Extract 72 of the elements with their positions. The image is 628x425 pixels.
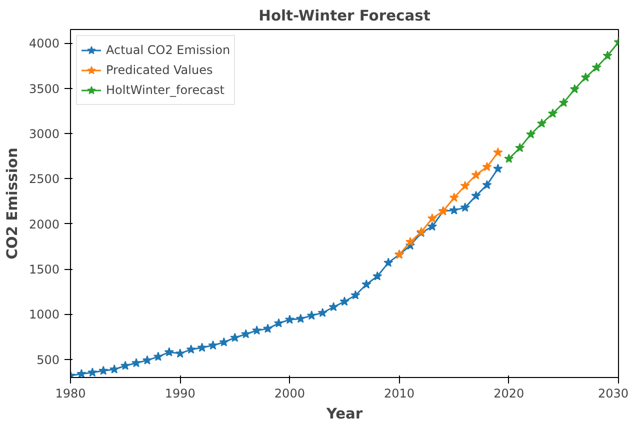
point	[493, 147, 503, 157]
point	[263, 324, 273, 333]
point	[340, 296, 350, 306]
point	[570, 84, 580, 94]
legend-label: Predicated Values	[106, 63, 213, 77]
point	[405, 236, 416, 246]
point	[580, 72, 590, 82]
x-tick-label: 1980	[55, 386, 86, 400]
point	[515, 142, 525, 152]
point	[526, 129, 536, 138]
point	[197, 342, 207, 352]
point	[296, 314, 306, 323]
point	[110, 364, 120, 374]
point	[427, 222, 437, 231]
point	[88, 368, 98, 377]
point	[208, 340, 218, 350]
point	[284, 314, 294, 324]
y-tick-label: 1500	[28, 262, 60, 277]
point	[186, 344, 196, 354]
x-tick-label: 1990	[164, 386, 196, 400]
point	[252, 325, 262, 335]
x-tick-label: 2020	[494, 386, 524, 400]
y-tick-label: 1000	[28, 308, 60, 322]
point	[142, 355, 152, 364]
point	[175, 348, 185, 358]
point	[471, 190, 481, 200]
x-tick-label: 2010	[384, 386, 415, 400]
chart-title: Holt-Winter Forecast	[258, 8, 430, 24]
point	[318, 308, 328, 318]
legend-label: HoltWinter_forecast	[106, 83, 224, 97]
y-tick-label: 2000	[28, 217, 60, 232]
point	[372, 271, 382, 280]
point	[306, 310, 316, 320]
point	[592, 62, 602, 72]
point	[98, 366, 108, 375]
y-tick-label: 4000	[28, 36, 60, 51]
x-tick-label: 2000	[274, 386, 305, 400]
point	[537, 118, 547, 128]
point	[230, 332, 240, 342]
x-axis-title: Year	[325, 406, 364, 422]
point	[76, 368, 86, 378]
legend-label: Actual CO2 Emission	[106, 43, 230, 57]
point	[471, 170, 481, 180]
point	[164, 347, 174, 356]
point	[328, 302, 338, 312]
point	[558, 98, 568, 107]
y-tick-label: 500	[36, 352, 60, 367]
x-tick-label: 2030	[598, 386, 628, 400]
point	[241, 329, 251, 338]
point	[602, 50, 612, 60]
point	[482, 180, 492, 190]
y-tick-label: 3500	[28, 82, 60, 96]
point	[504, 154, 514, 163]
point	[131, 358, 142, 368]
point	[493, 164, 503, 173]
point	[362, 279, 372, 289]
point	[274, 318, 284, 328]
point	[449, 192, 459, 202]
y-axis-title: CO2 Emission	[4, 148, 21, 260]
point	[350, 290, 360, 300]
point	[120, 360, 130, 370]
point	[384, 258, 394, 267]
point	[482, 162, 492, 172]
point	[449, 205, 459, 214]
y-tick-label: 3000	[28, 126, 60, 141]
point	[460, 202, 470, 212]
y-tick-label: 2500	[28, 172, 60, 186]
point	[548, 108, 558, 118]
point	[219, 337, 229, 346]
point	[153, 352, 163, 361]
point	[427, 213, 437, 223]
point	[460, 180, 470, 190]
